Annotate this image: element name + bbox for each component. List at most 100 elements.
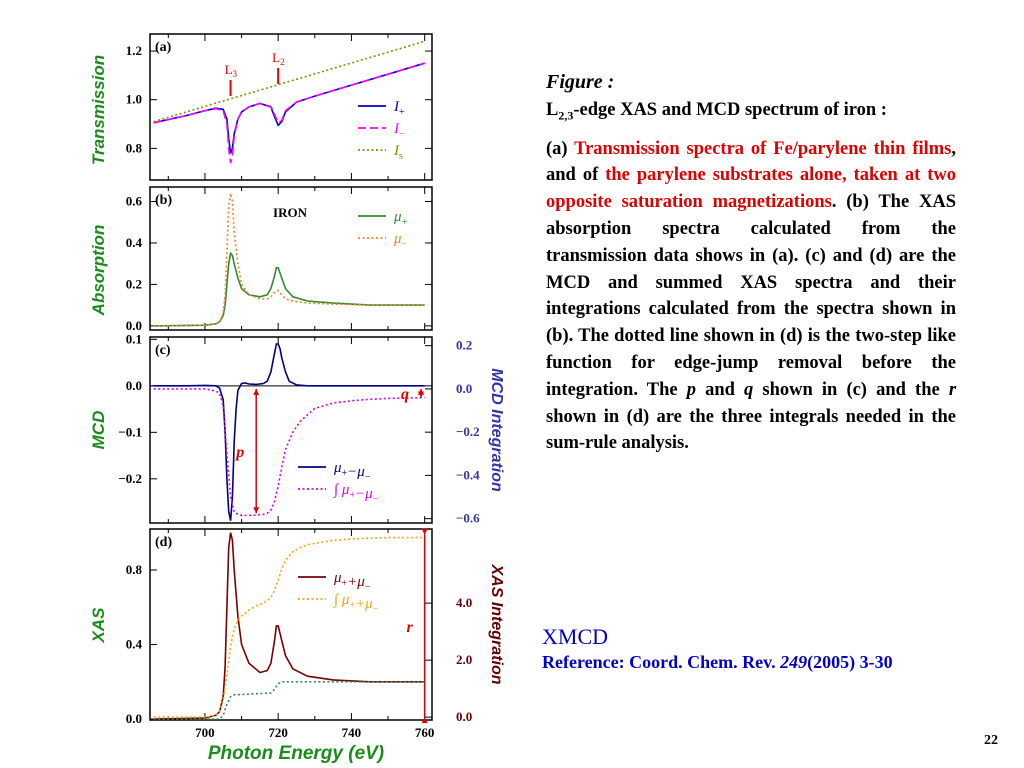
y2-tick-label: 4.0 [456, 595, 472, 610]
y-tick-label: 0.8 [126, 140, 143, 155]
caption-segment: p [686, 379, 696, 400]
chart-panel-3: 0.0 0.4 0.8 0.0 2.0 4.0 XAS Integration XAS (d) μ… [89, 528, 505, 764]
series-line [153, 388, 425, 517]
legend-label: ∫ μ++μ− [333, 592, 379, 615]
panel-label: (a) [155, 40, 172, 55]
panel-label: (d) [155, 535, 172, 550]
series-line [153, 680, 425, 720]
plot-frame [149, 336, 433, 524]
integral-label: r [406, 619, 413, 636]
y-tick-label: 0.0 [126, 711, 142, 726]
caption-segment: and [695, 379, 745, 400]
caption-segment: Transmission spectra of Fe/parylene thin… [574, 138, 952, 159]
panel-label: (c) [155, 343, 171, 358]
caption-segment: shown in (c) and the [753, 379, 949, 400]
y-tick-label: 1.2 [126, 43, 142, 58]
caption-segment: . (b) The XAS absorption spectra calcula… [546, 192, 957, 400]
chart-panel-1: 0.0 0.2 0.4 0.6 Absorption (b) IRON μ+ μ− [89, 186, 433, 333]
legend-label: μ− [393, 231, 408, 250]
x-tick-label: 740 [342, 725, 362, 740]
y2-tick-label: 2.0 [456, 652, 472, 667]
y2-tick-label: −0.6 [456, 511, 480, 526]
legend-label: μ+−μ− [333, 460, 371, 483]
y2-tick-label: 0.2 [456, 338, 472, 353]
caption-segment: , and of [546, 138, 956, 186]
arrow-head [253, 507, 260, 514]
y-tick-label: 0.4 [126, 235, 143, 250]
caption-segment: the parylene substrates alone, taken at … [546, 165, 956, 213]
xmcd-figure: 0.8 1.0 1.2 Transmission (a) I+ I− Is L3 L2 0.0 0.2… [89, 33, 505, 764]
reference-line: Reference: Coord. Chem. Rev. 249(2005) 3… [542, 650, 893, 674]
y2-tick-label: 0.0 [456, 709, 472, 724]
y-tick-label: 0.4 [126, 637, 143, 652]
y-tick-label: −0.1 [118, 424, 142, 439]
reference-suffix: (2005) 3-30 [807, 652, 893, 672]
y-axis-label: Transmission [89, 55, 108, 165]
edge-label: L3 [225, 62, 238, 79]
caption-segment: r [948, 379, 957, 400]
y-axis-label: Absorption [89, 225, 108, 317]
arrow-head [418, 391, 425, 398]
caption-subtitle-text: -edge XAS and MCD spectrum of iron : [573, 100, 887, 120]
y-axis-label: XAS [89, 607, 108, 644]
caption-segment: (a) [546, 138, 575, 159]
page-number: 22 [984, 733, 998, 748]
y2-tick-label: 0.0 [456, 381, 472, 396]
x-tick-label: 720 [268, 725, 288, 740]
series-line [153, 536, 425, 718]
xmcd-title: XMCD [542, 624, 609, 649]
y-tick-label: 0.0 [126, 318, 142, 333]
y-tick-label: 0.1 [126, 331, 142, 346]
integral-label: p [234, 444, 244, 461]
series-line [153, 532, 425, 720]
caption-body: (a) Transmission spectra of Fe/parylene … [546, 136, 956, 458]
x-tick-label: 700 [195, 725, 215, 740]
figure-caption: Figure : L2,3-edge XAS and MCD spectrum … [546, 70, 956, 457]
y2-axis-label: MCD Integration [488, 368, 505, 492]
chart-panel-0: 0.8 1.0 1.2 Transmission (a) I+ I− Is L3 L2 [89, 33, 433, 181]
caption-subtitle-sub: 2,3 [558, 108, 574, 123]
panel-inner-label: IRON [273, 205, 308, 220]
reference-prefix: Reference: Coord. Chem. Rev. [542, 652, 781, 672]
y-axis-label: MCD [89, 411, 108, 450]
chart-panel-2: 0.1 0.0 −0.1 −0.2 0.2 0.0 −0.2 −0.4 −0.6 MCD Inte… [89, 331, 505, 525]
x-tick-label: 760 [415, 725, 435, 740]
plot-frame [149, 33, 433, 181]
y-tick-label: 0.0 [126, 378, 142, 393]
legend-label: I− [393, 121, 405, 140]
arrow-head [253, 388, 260, 395]
y-tick-label: 1.0 [126, 92, 142, 107]
plot-frame [149, 528, 433, 721]
arrow-head [421, 717, 428, 724]
legend-label: I+ [393, 99, 405, 118]
x-axis-label: Photon Energy (eV) [208, 743, 384, 764]
series-line [153, 343, 425, 521]
legend-label: ∫ μ+−μ− [333, 482, 379, 505]
y2-tick-label: −0.4 [456, 467, 480, 482]
series-line [153, 193, 425, 327]
series-line [153, 62, 425, 164]
caption-segment: shown in (d) are the three integrals nee… [546, 406, 956, 454]
y-tick-label: 0.8 [126, 562, 143, 577]
legend-label: μ++μ− [333, 570, 371, 593]
y-tick-label: −0.2 [118, 471, 142, 486]
panel-label: (b) [155, 193, 172, 208]
y2-tick-label: −0.2 [456, 424, 480, 439]
caption-segment: q [744, 379, 754, 400]
legend-label: μ+ [393, 209, 408, 228]
integral-label: q [401, 386, 409, 403]
y2-axis-label: XAS Integration [488, 563, 505, 684]
caption-subtitle: L2,3-edge XAS and MCD spectrum of iron : [546, 98, 956, 128]
y-tick-label: 0.2 [126, 276, 142, 291]
plot-frame [149, 186, 433, 331]
caption-subtitle-prefix: L [546, 100, 559, 120]
y-tick-label: 0.6 [126, 194, 143, 209]
series-line [153, 251, 425, 327]
reference-volume: 249 [780, 652, 808, 672]
edge-label: L2 [272, 50, 284, 67]
arrow-head [421, 528, 428, 535]
caption-figure-label: Figure : [546, 71, 615, 93]
xmcd-block: XMCD Reference: Coord. Chem. Rev. 249(20… [542, 624, 893, 674]
legend-label: Is [393, 143, 403, 162]
series-line [153, 40, 425, 123]
